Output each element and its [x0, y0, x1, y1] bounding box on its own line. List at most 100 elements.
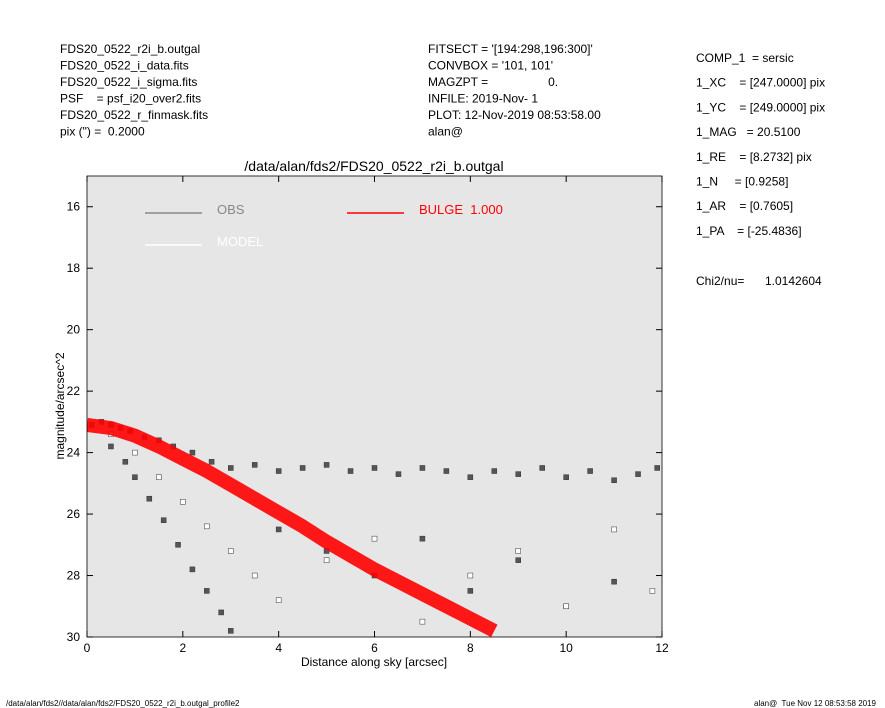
- data-point: [156, 474, 162, 480]
- data-point: [515, 548, 521, 554]
- data-point: [323, 462, 330, 468]
- fit-parameter: 1_AR = [0.7605]: [696, 199, 793, 213]
- plot-background: [87, 176, 662, 637]
- header-middle-line: PLOT: 12-Nov-2019 08:53:58.00: [428, 108, 601, 122]
- fit-parameter: 1_MAG = 20.5100: [696, 125, 801, 139]
- data-point: [275, 468, 282, 474]
- data-point: [208, 459, 215, 465]
- header-middle-line: CONVBOX = '101, 101': [428, 59, 553, 73]
- y-tick-label: 24: [67, 446, 81, 460]
- x-tick-label: 6: [371, 641, 378, 655]
- data-point: [175, 542, 181, 548]
- x-tick-label: 0: [84, 641, 91, 655]
- fit-parameter: 1_PA = [-25.4836]: [696, 224, 802, 238]
- data-point: [654, 465, 660, 471]
- data-point: [228, 465, 234, 471]
- data-point: [611, 477, 617, 484]
- chi2-label: Chi2/nu=: [696, 274, 744, 288]
- data-point: [563, 474, 569, 480]
- data-point: [204, 523, 210, 530]
- data-point: [563, 603, 569, 610]
- x-tick-label: 8: [467, 641, 474, 655]
- data-point: [132, 474, 138, 480]
- fit-parameter: 1_N = [0.9258]: [696, 175, 788, 189]
- data-point: [108, 443, 114, 450]
- data-point: [160, 517, 167, 523]
- data-point: [419, 535, 426, 542]
- data-point: [419, 465, 426, 471]
- data-point: [228, 628, 234, 634]
- x-axis-label: Distance along sky [arcsec]: [301, 655, 447, 669]
- header-middle-line: INFILE: 2019-Nov- 1: [428, 92, 538, 106]
- legend-label: BULGE 1.000: [419, 202, 503, 217]
- data-point: [443, 468, 450, 474]
- data-point: [275, 597, 282, 603]
- y-tick-label: 26: [67, 507, 81, 521]
- data-point: [275, 526, 282, 533]
- legend-label: MODEL: [217, 234, 263, 249]
- data-point: [515, 471, 521, 477]
- y-tick-label: 18: [67, 261, 81, 275]
- y-tick-label: 16: [67, 200, 81, 214]
- header-left-line: FDS20_0522_i_data.fits: [60, 59, 189, 73]
- header-left-line: FDS20_0522_i_sigma.fits: [60, 75, 197, 89]
- data-point: [635, 471, 641, 477]
- data-point: [347, 468, 354, 474]
- y-tick-label: 28: [67, 569, 81, 583]
- plot-marks: [87, 417, 660, 637]
- data-point: [467, 572, 474, 579]
- data-point: [132, 449, 138, 456]
- data-point: [228, 548, 234, 554]
- fit-parameter: 1_YC = [249.0000] pix: [696, 100, 825, 114]
- data-point: [204, 588, 210, 594]
- header-left-line: FDS20_0522_r_finmask.fits: [60, 108, 208, 122]
- data-point: [189, 449, 196, 456]
- data-point: [180, 499, 186, 505]
- legend-label: OBS: [217, 202, 245, 217]
- data-point: [649, 588, 656, 594]
- data-point: [371, 465, 378, 471]
- header-left-line: pix (") = 0.2000: [60, 125, 145, 139]
- x-tick-label: 4: [275, 641, 282, 655]
- data-point: [146, 495, 153, 502]
- data-point: [467, 588, 474, 594]
- header-left-line: PSF = psf_i20_over2.fits: [60, 92, 201, 106]
- x-tick-label: 12: [655, 641, 669, 655]
- data-point: [611, 526, 617, 533]
- fit-parameter: 1_RE = [8.2732] pix: [696, 150, 812, 164]
- data-point: [251, 462, 258, 468]
- footer-left: /data/alan/fds2//data/alan/fds2/FDS20_05…: [6, 699, 240, 708]
- data-point: [251, 572, 258, 579]
- data-point: [611, 578, 617, 585]
- model-curve: [87, 417, 498, 637]
- footer-right: alan@ Tue Nov 12 08:53:58 2019: [754, 699, 877, 708]
- data-point: [467, 474, 474, 480]
- data-point: [395, 471, 402, 477]
- data-point: [491, 468, 498, 474]
- data-point: [419, 618, 426, 625]
- x-tick-label: 2: [179, 641, 186, 655]
- y-tick-label: 30: [67, 630, 81, 644]
- data-point: [323, 557, 330, 563]
- y-axis-label: magnitude/arcsec^2: [53, 352, 67, 459]
- header-middle-line: alan@: [428, 125, 463, 139]
- fit-parameter: 1_XC = [247.0000] pix: [696, 76, 825, 90]
- y-tick-label: 20: [67, 323, 81, 337]
- header-middle-line: MAGZPT = 0.: [428, 75, 558, 89]
- chart-title: /data/alan/fds2/FDS20_0522_r2i_b.outgal: [244, 158, 503, 174]
- fit-parameter: COMP_1 = sersic: [696, 51, 794, 65]
- data-point: [539, 465, 545, 471]
- data-point: [299, 465, 306, 471]
- header-left-line: FDS20_0522_r2i_b.outgal: [60, 42, 200, 56]
- data-point: [122, 459, 129, 465]
- data-point: [515, 557, 521, 563]
- data-point: [218, 609, 224, 616]
- data-point: [587, 468, 593, 474]
- data-point: [371, 535, 378, 542]
- header-middle-line: FITSECT = '[194:298,196:300]': [428, 42, 593, 56]
- y-tick-label: 22: [67, 384, 81, 398]
- data-point: [189, 566, 196, 573]
- x-tick-label: 10: [559, 641, 573, 655]
- chi2-value: 1.0142604: [765, 274, 822, 288]
